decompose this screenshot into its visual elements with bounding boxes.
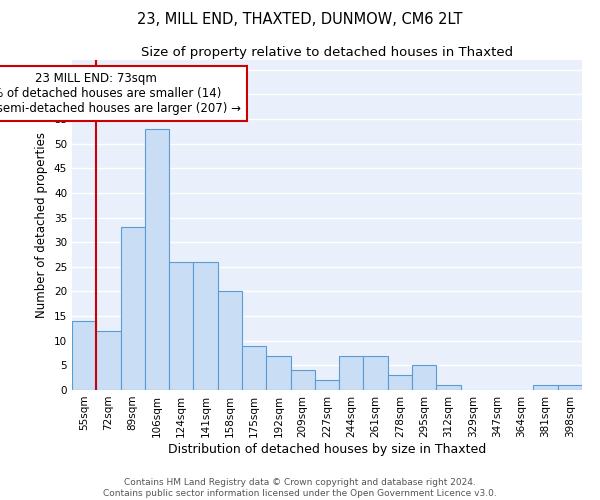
Bar <box>96 331 121 390</box>
Bar <box>388 375 412 390</box>
Text: Contains HM Land Registry data © Crown copyright and database right 2024.
Contai: Contains HM Land Registry data © Crown c… <box>103 478 497 498</box>
Bar <box>315 380 339 390</box>
Bar <box>242 346 266 390</box>
Bar <box>145 129 169 390</box>
Bar <box>412 366 436 390</box>
Bar <box>169 262 193 390</box>
Bar <box>193 262 218 390</box>
Bar <box>121 228 145 390</box>
Text: 23 MILL END: 73sqm
← 6% of detached houses are smaller (14)
93% of semi-detached: 23 MILL END: 73sqm ← 6% of detached hous… <box>0 72 241 116</box>
Bar <box>533 385 558 390</box>
Bar <box>218 292 242 390</box>
Bar <box>339 356 364 390</box>
X-axis label: Distribution of detached houses by size in Thaxted: Distribution of detached houses by size … <box>168 442 486 456</box>
Bar <box>364 356 388 390</box>
Title: Size of property relative to detached houses in Thaxted: Size of property relative to detached ho… <box>141 46 513 59</box>
Bar <box>558 385 582 390</box>
Bar <box>266 356 290 390</box>
Text: 23, MILL END, THAXTED, DUNMOW, CM6 2LT: 23, MILL END, THAXTED, DUNMOW, CM6 2LT <box>137 12 463 28</box>
Bar <box>72 321 96 390</box>
Bar <box>290 370 315 390</box>
Bar <box>436 385 461 390</box>
Y-axis label: Number of detached properties: Number of detached properties <box>35 132 49 318</box>
